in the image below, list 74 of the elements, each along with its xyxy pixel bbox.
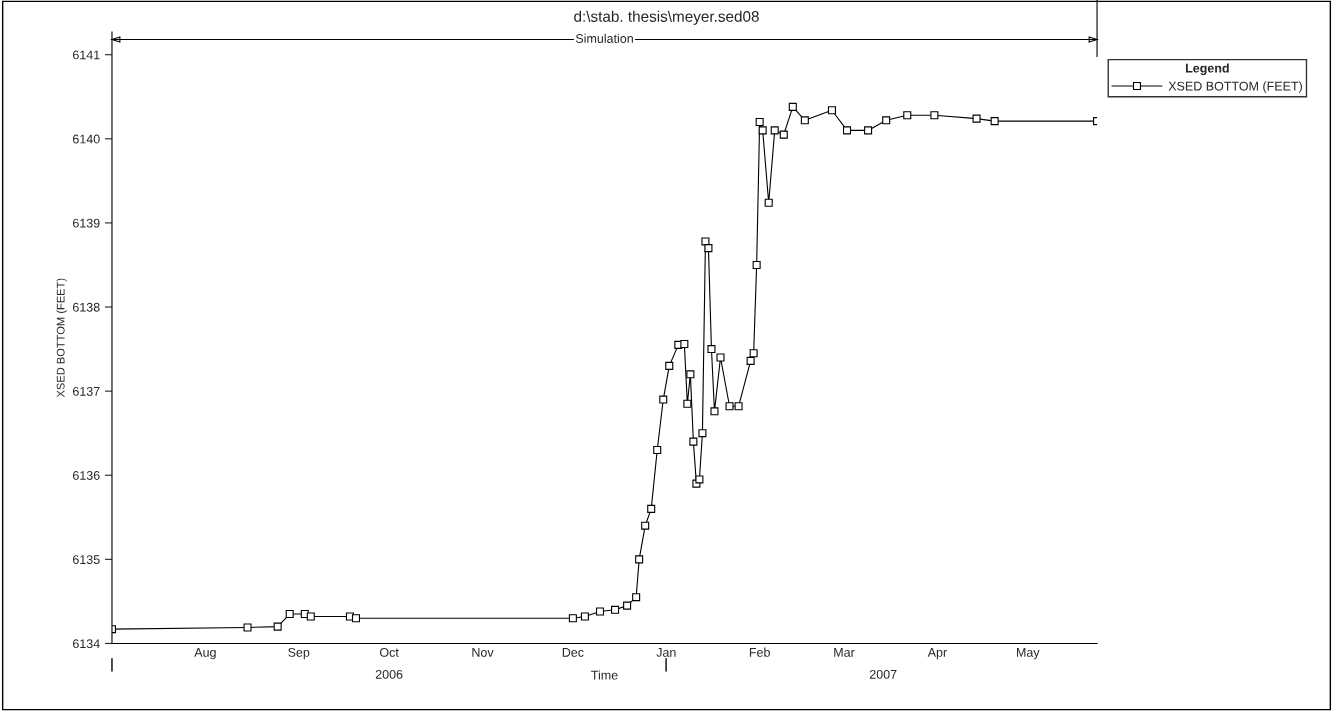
ref-line-label: Simulation (575, 33, 633, 43)
y-tick-label: 6137 (73, 386, 100, 396)
point (770, 126, 779, 135)
x-tick-label: Jan (656, 648, 676, 657)
point (243, 623, 252, 632)
point (755, 117, 764, 127)
point (827, 106, 836, 115)
point (623, 601, 632, 610)
y-tick-label: 6141 (73, 50, 100, 60)
y-tick-label: 6135 (73, 555, 100, 564)
point (930, 111, 939, 120)
x-tick-label: Apr (927, 648, 947, 660)
point (580, 612, 589, 621)
point (704, 244, 713, 253)
point (716, 353, 725, 362)
x-tick-label: May (1016, 648, 1040, 660)
legend-label: XSED BOTTOM (FEET) (1168, 81, 1302, 93)
point (903, 111, 912, 120)
point (273, 622, 282, 631)
point (764, 198, 773, 207)
point (611, 605, 620, 614)
point (647, 504, 656, 513)
point (595, 607, 605, 616)
point (842, 126, 852, 135)
y-tick-label: 6138 (73, 302, 100, 312)
legend-title: Legend (1185, 63, 1229, 76)
y-tick-label: 6136 (73, 471, 100, 480)
point (306, 612, 315, 621)
point (725, 402, 734, 411)
point (695, 475, 704, 484)
y-tick-label: 6140 (73, 134, 100, 144)
x2-tick-label: 2007 (869, 669, 897, 679)
point (788, 102, 797, 111)
y-tick-label: 6134 (73, 639, 100, 649)
x-tick-label: Feb (749, 647, 770, 657)
point (641, 521, 650, 530)
point (632, 593, 641, 602)
point (698, 429, 707, 438)
point (746, 356, 755, 365)
x-tick-label: Oct (379, 647, 399, 657)
point (990, 117, 999, 126)
chart-title: d:\stab. thesis\meyer.sed08 (574, 10, 759, 25)
point (680, 340, 689, 349)
point (779, 130, 788, 139)
point (351, 614, 361, 623)
point (285, 609, 294, 619)
point (701, 237, 710, 246)
y-tick-label: 6139 (73, 218, 100, 228)
point (758, 126, 767, 135)
point (659, 395, 668, 404)
point (752, 260, 761, 269)
point (665, 361, 674, 370)
x-tick-label: Dec (562, 648, 584, 657)
point (686, 370, 695, 379)
point (683, 399, 692, 408)
point (864, 126, 873, 135)
x-tick-label: Sep (288, 647, 310, 660)
y-axis-title: XSED BOTTOM (FEET) (56, 278, 67, 398)
x2-tick-label: 2006 (375, 669, 403, 679)
point (972, 114, 981, 123)
point (653, 445, 662, 455)
point (882, 116, 891, 125)
point (707, 345, 716, 354)
point (689, 437, 698, 446)
x-axis-title: Time (591, 670, 618, 680)
x-tick-label: Mar (834, 648, 855, 657)
x-tick-label: Aug (194, 648, 216, 660)
point (568, 614, 577, 623)
point (710, 407, 719, 416)
point (635, 555, 644, 564)
x-tick-label: Nov (472, 648, 494, 657)
point (734, 402, 743, 411)
point (800, 116, 809, 125)
point (749, 349, 758, 358)
